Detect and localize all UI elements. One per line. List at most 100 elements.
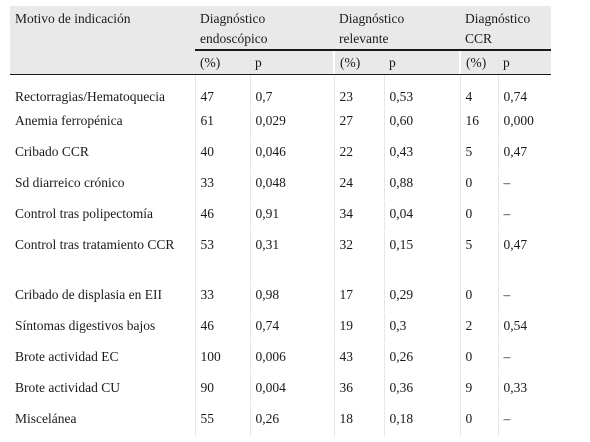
table-row: Rectorragias/Hematoquecia 47 0,7 23 0,53 4 0,7… [10,74,552,108]
table-row: Brote actividad EC 100 0,006 43 0,26 0– [10,343,552,375]
header-diagnostico-endoscopico: Diagnóstico endoscópico [195,6,335,50]
cell-relevante-pct: 23 [333,74,385,108]
cell-relevante-p: 0,43 [383,138,461,170]
cell-relevante-p: 0,3 [383,312,461,344]
cell-endoscopico-pct: 33 [194,281,250,313]
cell-relevante-p: 0,26 [383,343,461,375]
row-motivo: Control tras polipectomía [10,200,195,232]
cell-ccr-pct: 0 [459,200,499,232]
subheader-p: p [250,49,335,74]
cell-relevante-pct: 22 [333,138,385,170]
table-row: Cribado de displasia en EII 33 0,98 17 0,29 0… [10,281,552,313]
row-motivo: Anemia ferropénica [10,107,195,139]
table-row: Control tras tratamiento CCR 53 0,31 32 0,15… [10,231,552,282]
table-body: Rectorragias/Hematoquecia 47 0,7 23 0,53 4 0,7… [10,74,552,437]
table-row: Miscelánea 55 0,26 18 0,18 0– [10,405,552,437]
cell-endoscopico-pct: 40 [194,138,250,170]
header-diagnostico-relevante: Diagnóstico relevante [334,6,461,50]
row-motivo: Miscelánea [10,405,195,437]
row-motivo: Cribado de displasia en EII [10,281,195,313]
cell-relevante-pct: 43 [333,343,385,375]
cell-relevante-pct: 19 [333,312,385,344]
row-motivo: Brote actividad CU [10,374,195,406]
cell-ccr-p: 0,000 [497,107,552,139]
cell-ccr-p: 0,54 [497,312,552,344]
subheader-p: p [384,49,461,74]
cell-ccr-pct: 2 [459,312,499,344]
cell-ccr-p: 0,33 [497,374,552,406]
cell-ccr-p: – [497,169,552,201]
cell-endoscopico-p: 0,046 [249,138,335,170]
cell-endoscopico-p: 0,74 [249,312,335,344]
results-table: Motivo de indicación Diagnóstico endoscó… [10,6,552,437]
cell-endoscopico-pct: 47 [194,74,250,108]
cell-endoscopico-p: 0,029 [249,107,335,139]
cell-ccr-p: 0,47 [497,231,552,282]
cell-endoscopico-pct: 100 [194,343,250,375]
table-row: Brote actividad CU 90 0,004 36 0,36 9 0,33 [10,374,552,406]
cell-ccr-pct: 0 [459,405,499,437]
cell-endoscopico-pct: 90 [194,374,250,406]
subheader-pct: (%) [195,49,250,74]
row-motivo: Control tras tratamiento CCR [10,231,195,282]
cell-relevante-p: 0,04 [383,200,461,232]
cell-endoscopico-pct: 46 [194,312,250,344]
cell-relevante-pct: 32 [333,231,385,282]
row-motivo: Cribado CCR [10,138,195,170]
cell-relevante-p: 0,18 [383,405,461,437]
cell-endoscopico-p: 0,31 [249,231,335,282]
header-diagnostico-ccr: Diagnóstico CCR [460,6,552,50]
cell-endoscopico-p: 0,004 [249,374,335,406]
cell-endoscopico-pct: 53 [194,231,250,282]
cell-endoscopico-p: 0,26 [249,405,335,437]
cell-relevante-pct: 18 [333,405,385,437]
cell-ccr-pct: 16 [459,107,499,139]
row-motivo: Síntomas digestivos bajos [10,312,195,344]
subheader-pct: (%) [459,49,499,74]
cell-ccr-p: – [497,281,552,313]
table-row: Control tras polipectomía 46 0,91 34 0,04 0– [10,200,552,232]
cell-endoscopico-p: 0,048 [249,169,335,201]
table-row: Cribado CCR 40 0,046 22 0,43 5 0,47 [10,138,552,170]
cell-ccr-p: – [497,343,552,375]
cell-relevante-pct: 27 [333,107,385,139]
cell-endoscopico-pct: 33 [194,169,250,201]
table-row: Síntomas digestivos bajos 46 0,74 19 0,3 2 0,5… [10,312,552,344]
cell-relevante-p: 0,88 [383,169,461,201]
cell-endoscopico-p: 0,006 [249,343,335,375]
cell-ccr-p: 0,74 [497,74,552,108]
cell-ccr-pct: 0 [459,169,499,201]
cell-ccr-pct: 0 [459,281,499,313]
cell-relevante-pct: 24 [333,169,385,201]
row-motivo: Brote actividad EC [10,343,195,375]
cell-endoscopico-pct: 46 [194,200,250,232]
cell-endoscopico-p: 0,7 [249,74,335,108]
cell-endoscopico-pct: 55 [194,405,250,437]
cell-relevante-pct: 17 [333,281,385,313]
cell-ccr-pct: 5 [459,138,499,170]
cell-ccr-p: – [497,200,552,232]
subheader-p: p [498,49,552,74]
cell-ccr-p: – [497,405,552,437]
cell-ccr-pct: 0 [459,343,499,375]
cell-relevante-p: 0,15 [383,231,461,282]
cell-relevante-p: 0,53 [383,74,461,108]
cell-ccr-pct: 5 [459,231,499,282]
cell-ccr-pct: 4 [459,74,499,108]
table-row: Sd diarreico crónico 33 0,048 24 0,88 0– [10,169,552,201]
cell-relevante-pct: 36 [333,374,385,406]
cell-relevante-p: 0,29 [383,281,461,313]
cell-relevante-p: 0,36 [383,374,461,406]
header-motivo: Motivo de indicación [10,6,195,74]
cell-endoscopico-p: 0,91 [249,200,335,232]
cell-relevante-pct: 34 [333,200,385,232]
cell-ccr-p: 0,47 [497,138,552,170]
cell-endoscopico-p: 0,98 [249,281,335,313]
row-motivo: Sd diarreico crónico [10,169,195,201]
cell-relevante-p: 0,60 [383,107,461,139]
table-row: Anemia ferropénica 61 0,029 27 0,60 16 0,000 [10,107,552,139]
cell-endoscopico-pct: 61 [194,107,250,139]
table-header: Motivo de indicación Diagnóstico endoscó… [10,6,552,75]
cell-ccr-pct: 9 [459,374,499,406]
row-motivo: Rectorragias/Hematoquecia [10,74,195,108]
